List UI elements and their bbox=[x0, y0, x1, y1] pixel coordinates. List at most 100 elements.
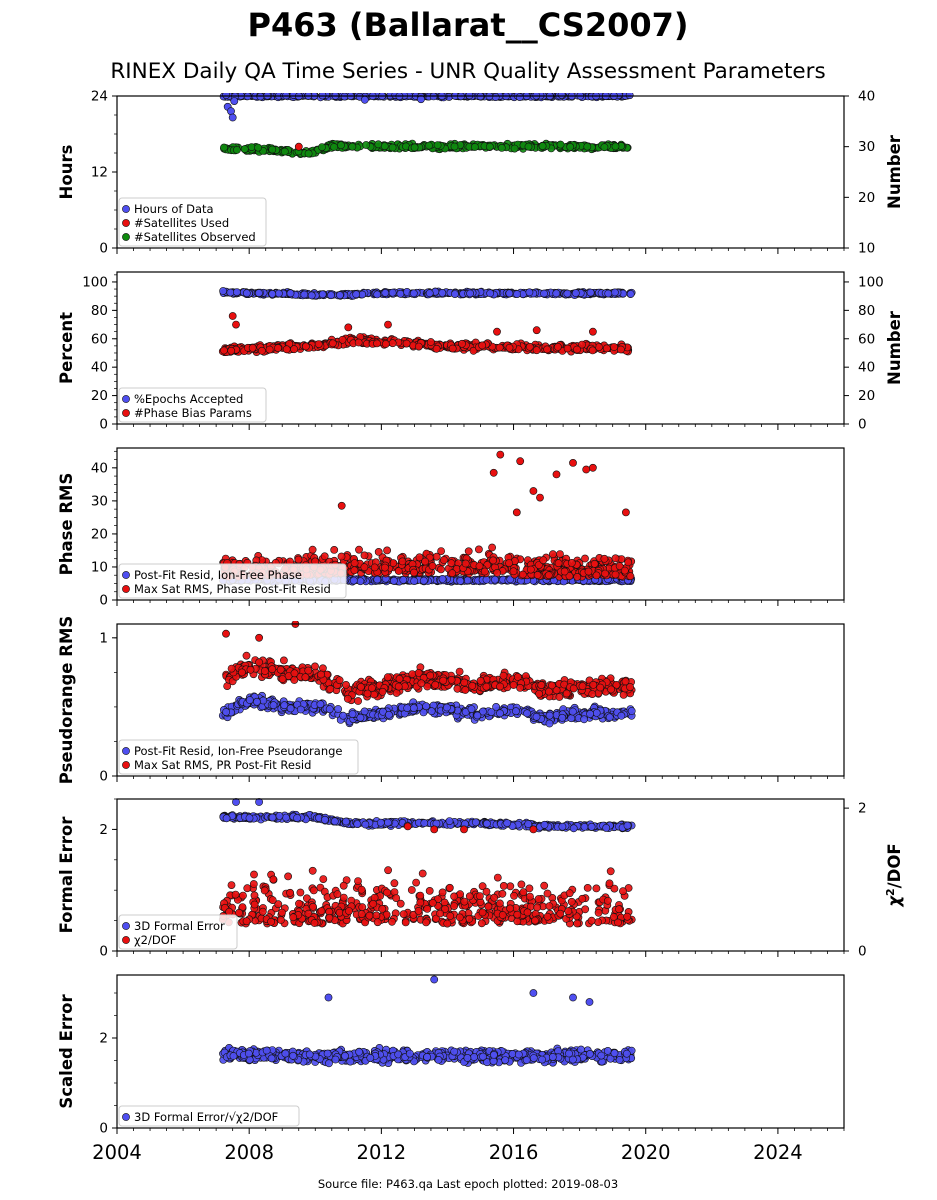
point bbox=[605, 713, 614, 722]
point bbox=[586, 710, 594, 718]
y-tick-label-right: 40 bbox=[858, 89, 875, 105]
outlier-point bbox=[512, 508, 521, 517]
point bbox=[468, 681, 477, 690]
y-tick-label-right: 30 bbox=[858, 139, 875, 155]
outlier-point bbox=[417, 95, 425, 104]
point bbox=[555, 693, 564, 701]
y-axis-label: Phase RMS bbox=[57, 473, 76, 576]
point bbox=[516, 684, 524, 692]
point bbox=[307, 291, 316, 300]
point bbox=[255, 658, 263, 667]
point bbox=[592, 884, 601, 893]
point bbox=[354, 338, 363, 347]
point bbox=[556, 140, 565, 149]
point bbox=[611, 142, 620, 151]
point bbox=[453, 684, 462, 693]
point bbox=[489, 556, 497, 565]
legend-box bbox=[118, 387, 267, 423]
point bbox=[383, 673, 392, 682]
point bbox=[473, 711, 482, 720]
point bbox=[370, 690, 378, 699]
point bbox=[524, 820, 533, 828]
point bbox=[540, 820, 549, 829]
point bbox=[402, 339, 411, 348]
y-tick-label-right: 20 bbox=[858, 388, 875, 404]
point bbox=[373, 290, 382, 299]
point bbox=[330, 143, 338, 151]
point bbox=[220, 143, 228, 152]
point bbox=[525, 342, 534, 351]
point bbox=[464, 547, 473, 556]
point bbox=[282, 345, 291, 354]
legend-marker bbox=[122, 761, 130, 769]
point bbox=[447, 559, 456, 568]
point bbox=[388, 339, 397, 348]
y-tick-label: 20 bbox=[91, 388, 108, 404]
point bbox=[602, 344, 611, 353]
point bbox=[335, 291, 344, 300]
point bbox=[350, 559, 359, 567]
y-axis-label-right: Number bbox=[885, 310, 904, 385]
point bbox=[423, 682, 432, 691]
point bbox=[610, 343, 618, 351]
point bbox=[475, 562, 484, 570]
point bbox=[482, 682, 491, 691]
point bbox=[602, 824, 611, 832]
outlier-point bbox=[582, 465, 591, 474]
point bbox=[268, 145, 277, 154]
point bbox=[390, 879, 399, 888]
point bbox=[480, 567, 489, 576]
point bbox=[461, 686, 470, 694]
point bbox=[448, 569, 457, 578]
y-tick-label-right: 60 bbox=[858, 331, 875, 347]
point bbox=[394, 567, 403, 575]
point bbox=[427, 707, 436, 716]
point bbox=[348, 142, 357, 151]
series-green bbox=[220, 139, 632, 158]
outlier-point bbox=[360, 95, 369, 104]
point bbox=[328, 339, 337, 348]
point bbox=[296, 888, 305, 897]
point bbox=[620, 566, 629, 575]
point bbox=[625, 93, 634, 100]
point bbox=[497, 143, 506, 152]
outlier-point bbox=[532, 326, 541, 335]
point bbox=[295, 899, 303, 908]
point bbox=[409, 704, 418, 712]
point bbox=[611, 554, 620, 563]
point bbox=[348, 710, 357, 718]
y-tick-label-right: 10 bbox=[858, 241, 875, 257]
point bbox=[592, 571, 601, 580]
point bbox=[356, 683, 365, 691]
point bbox=[450, 290, 459, 298]
point bbox=[339, 711, 347, 720]
point bbox=[378, 687, 387, 696]
point bbox=[220, 346, 228, 355]
y-tick-label: 0 bbox=[99, 241, 108, 257]
point bbox=[226, 288, 235, 297]
point bbox=[554, 559, 563, 568]
point bbox=[242, 289, 251, 298]
series-layer bbox=[219, 93, 634, 158]
point bbox=[588, 690, 597, 698]
y-tick-label: 100 bbox=[82, 274, 108, 290]
outlier-point bbox=[222, 629, 230, 638]
point bbox=[360, 563, 369, 572]
point bbox=[437, 547, 445, 555]
point bbox=[445, 817, 454, 825]
point bbox=[409, 289, 418, 298]
point bbox=[293, 814, 301, 822]
outlier-point bbox=[232, 320, 240, 329]
point bbox=[361, 820, 370, 829]
point bbox=[308, 545, 317, 554]
point bbox=[439, 676, 448, 685]
series-layer bbox=[218, 798, 636, 928]
point bbox=[467, 705, 476, 713]
point bbox=[447, 675, 456, 684]
legend-marker bbox=[122, 409, 130, 417]
point bbox=[274, 900, 283, 909]
point bbox=[581, 905, 590, 914]
point bbox=[563, 289, 572, 298]
y-tick-label: 24 bbox=[91, 89, 108, 105]
